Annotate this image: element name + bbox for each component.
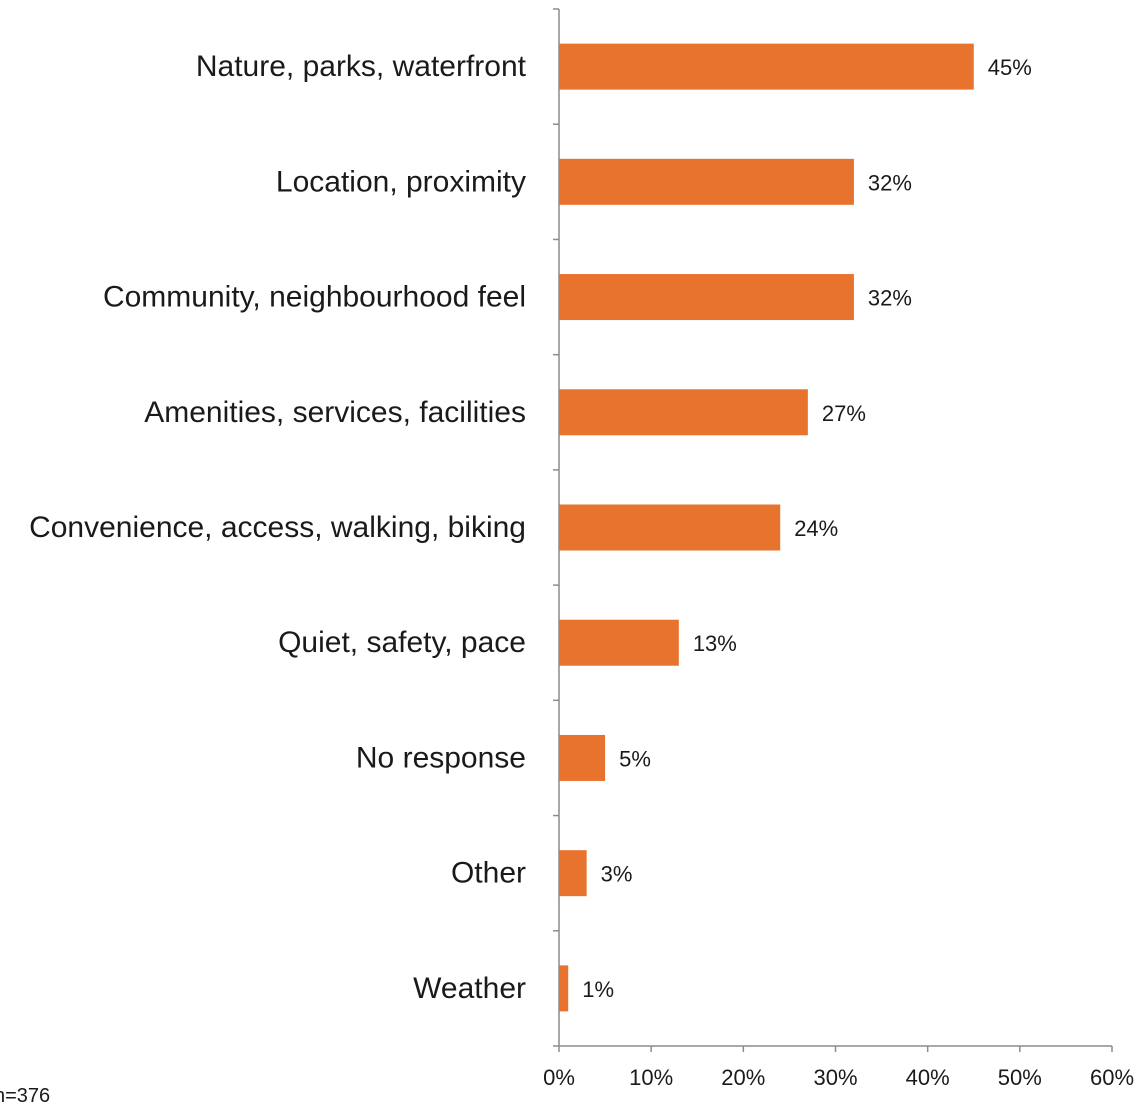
x-tick-label: 60%	[1090, 1065, 1134, 1090]
data-label: 27%	[822, 401, 866, 426]
bar	[559, 850, 587, 897]
data-label: 1%	[582, 977, 614, 1002]
bar	[559, 965, 569, 1012]
category-label: Convenience, access, walking, biking	[29, 511, 526, 544]
x-tick-label: 30%	[813, 1065, 857, 1090]
bar	[559, 734, 606, 781]
x-tick-label: 10%	[629, 1065, 673, 1090]
labels-layer: Nature, parks, waterfront 45% Location, pr…	[29, 50, 1032, 1005]
bar	[559, 158, 854, 205]
bar	[559, 43, 974, 90]
bar	[559, 274, 854, 321]
x-tick-label: 20%	[721, 1065, 765, 1090]
data-label: 13%	[693, 631, 737, 656]
data-label: 24%	[794, 516, 838, 541]
x-tick-label: 0%	[543, 1065, 575, 1090]
category-label: Other	[451, 857, 526, 890]
category-label: No response	[356, 741, 526, 774]
x-tick-label: 40%	[906, 1065, 950, 1090]
category-label: Amenities, services, facilities	[144, 396, 526, 429]
category-label: Weather	[413, 972, 526, 1005]
bar	[559, 504, 781, 551]
bar	[559, 389, 808, 436]
category-label: Location, proximity	[276, 165, 526, 198]
data-label: 5%	[619, 746, 651, 771]
axis-layer: 0% 10% 20% 30% 40% 50% 60%	[543, 8, 1134, 1090]
category-label: Community, neighbourhood feel	[103, 281, 526, 314]
data-label: 3%	[601, 862, 633, 887]
category-label: Quiet, safety, pace	[278, 626, 526, 659]
category-label: Nature, parks, waterfront	[196, 50, 527, 83]
data-label: 32%	[868, 170, 912, 195]
data-label: 32%	[868, 286, 912, 311]
data-label: 45%	[988, 55, 1032, 80]
x-tick-label: 50%	[998, 1065, 1042, 1090]
bar	[559, 619, 679, 666]
bars-layer	[559, 43, 974, 1012]
